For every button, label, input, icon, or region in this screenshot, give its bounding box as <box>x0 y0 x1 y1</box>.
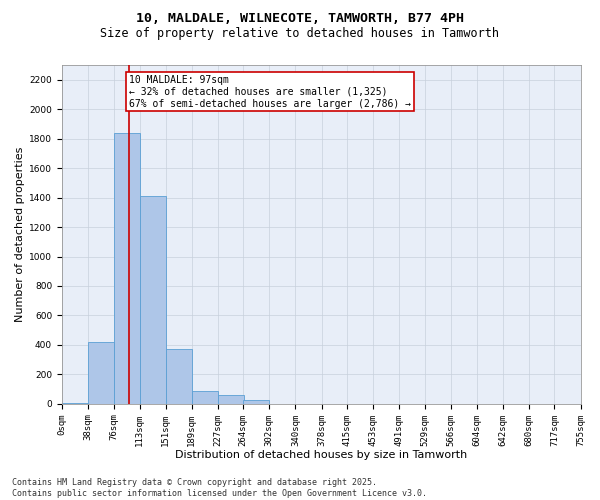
Bar <box>140 196 166 404</box>
Bar <box>218 395 244 404</box>
Bar <box>62 403 88 404</box>
Bar <box>88 342 114 404</box>
Text: 10 MALDALE: 97sqm
← 32% of detached houses are smaller (1,325)
67% of semi-detac: 10 MALDALE: 97sqm ← 32% of detached hous… <box>129 76 411 108</box>
X-axis label: Distribution of detached houses by size in Tamworth: Distribution of detached houses by size … <box>175 450 467 460</box>
Bar <box>192 390 218 404</box>
Y-axis label: Number of detached properties: Number of detached properties <box>15 146 25 322</box>
Text: Contains HM Land Registry data © Crown copyright and database right 2025.
Contai: Contains HM Land Registry data © Crown c… <box>12 478 427 498</box>
Text: Size of property relative to detached houses in Tamworth: Size of property relative to detached ho… <box>101 28 499 40</box>
Bar <box>166 350 192 404</box>
Bar <box>243 400 269 404</box>
Text: 10, MALDALE, WILNECOTE, TAMWORTH, B77 4PH: 10, MALDALE, WILNECOTE, TAMWORTH, B77 4P… <box>136 12 464 26</box>
Bar <box>114 133 140 404</box>
